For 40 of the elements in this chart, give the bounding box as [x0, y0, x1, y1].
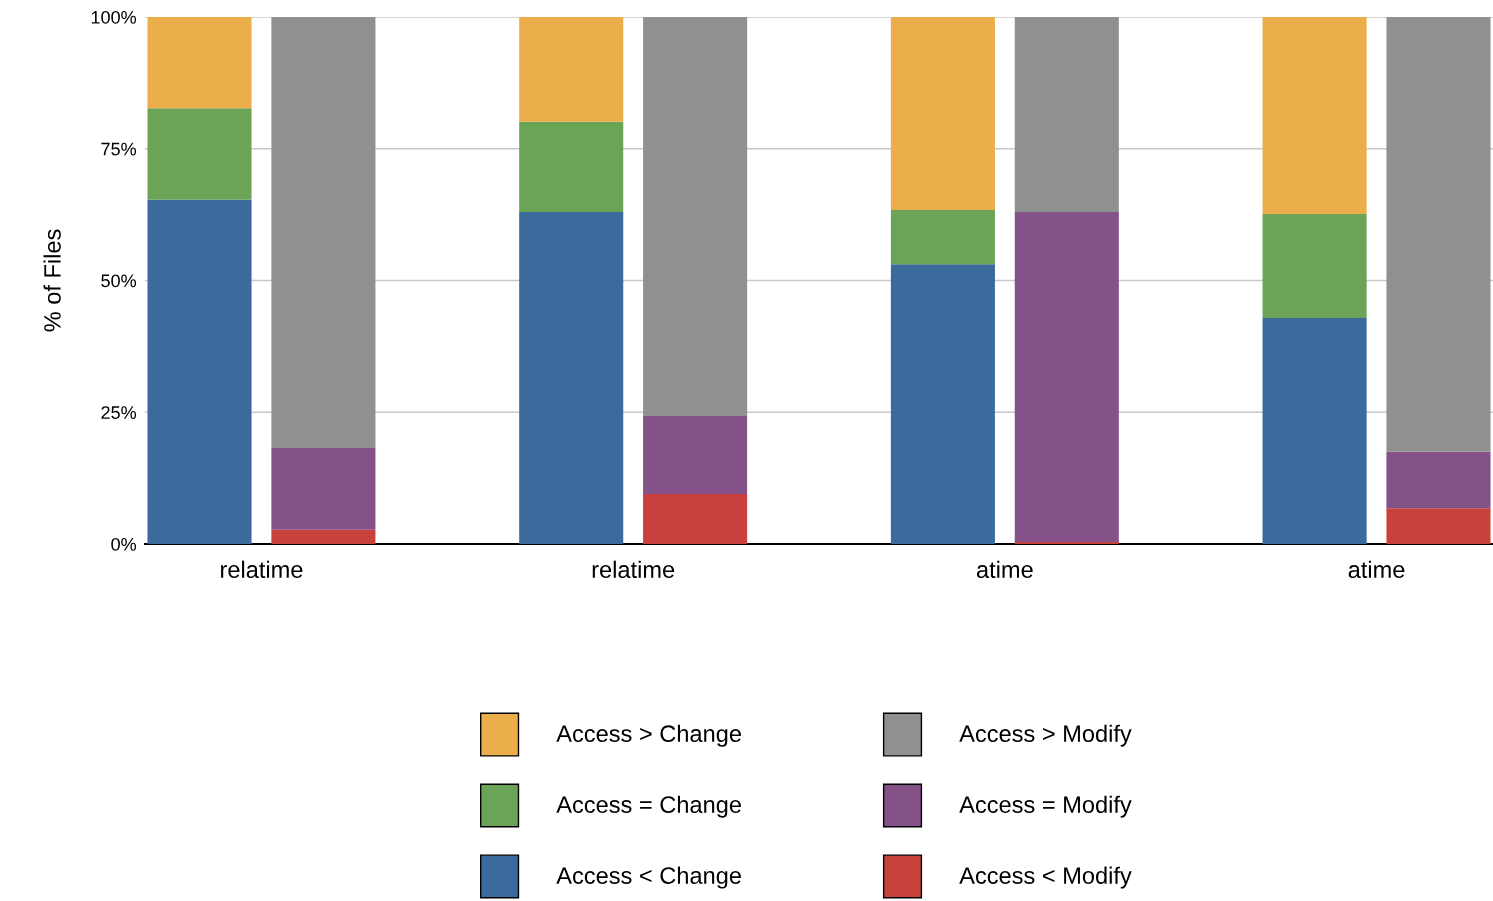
bar [1014, 17, 1119, 212]
bar [519, 121, 624, 212]
bar [1014, 211, 1119, 542]
y-tick-label: 50% [101, 274, 137, 288]
bar [147, 108, 252, 200]
bar [147, 17, 252, 109]
bar [890, 17, 995, 210]
bar [643, 415, 748, 494]
bar [271, 448, 376, 530]
bar [643, 17, 748, 416]
bar [1262, 214, 1367, 318]
bar [1014, 541, 1119, 544]
bar [1386, 508, 1491, 544]
bar [890, 264, 995, 544]
y-axis-title: % of Files [43, 229, 61, 332]
y-tick-label: 75% [101, 142, 137, 156]
legend-label: Access < Change [556, 866, 741, 889]
bar [271, 529, 376, 544]
y-tick-label: 100% [91, 10, 137, 24]
bar [271, 17, 376, 449]
bar [643, 493, 748, 544]
x-tick-label: relatime [592, 560, 675, 579]
bar [1386, 17, 1491, 452]
x-tick-label: atime [976, 560, 1033, 579]
bar [1262, 317, 1367, 544]
bar [1386, 451, 1491, 509]
legend-label: Access > Modify [959, 724, 1132, 747]
legend-label: Access = Change [556, 795, 741, 818]
y-tick-label: 25% [101, 406, 137, 419]
bar [1262, 17, 1367, 215]
y-tick-label: 0% [111, 537, 137, 551]
x-tick-label: relatime [221, 560, 303, 579]
bar [890, 209, 995, 265]
legend-label: Access > Change [556, 724, 741, 747]
bar [519, 211, 624, 544]
legend-label: Access < Modify [959, 866, 1132, 889]
bar [147, 199, 252, 544]
legend-label: Access = Modify [959, 795, 1132, 818]
x-tick-label: atime [1348, 560, 1405, 579]
bar [519, 17, 624, 122]
